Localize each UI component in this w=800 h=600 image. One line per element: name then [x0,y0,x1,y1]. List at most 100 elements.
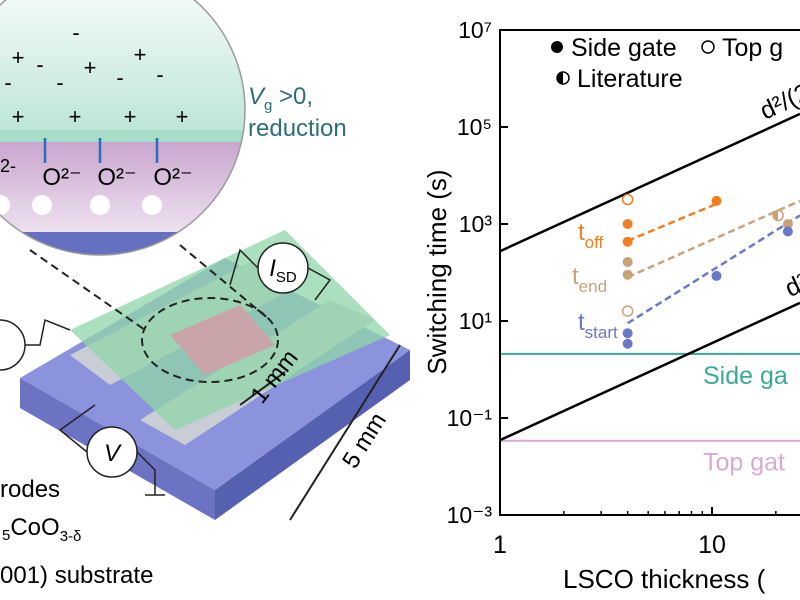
zoom-line [179,244,271,321]
meter-label: ISD [269,255,297,286]
point [711,270,722,281]
bound-line [500,112,800,253]
gate-condition: Vg >0, [248,83,313,114]
lsco-film [170,305,275,375]
oxygen-ion: O²⁻ [97,164,136,191]
fit-label: t [578,309,585,336]
y-tick-label: 10⁻¹ [447,405,493,431]
legend-text: 001) substrate [0,562,153,589]
legend-text: rodes [0,476,60,503]
point [622,338,633,349]
gate-process: reduction [248,115,347,142]
wire [58,404,96,453]
fit-label: t [572,263,579,290]
bubble-layer [0,0,245,130]
meter-label: V [104,440,122,467]
fit-line [626,214,800,325]
y-tick-label: 10⁷ [458,17,492,43]
vacancy [32,195,52,215]
wire [136,451,156,495]
x-tick-label: 1 [493,531,507,559]
point [622,328,633,339]
charge: + [134,42,147,67]
charge: - [36,52,43,77]
vacancy [90,195,110,215]
point [782,226,793,237]
legend-label: Side gate [571,34,677,62]
charge: + [12,45,25,70]
meter-label: I [269,255,276,282]
gate-symbol: V [248,83,266,110]
charge: + [69,104,82,129]
vacancy [142,195,162,215]
charge: + [12,104,25,129]
y-tick-label: 10³ [459,211,493,237]
slab-side [215,350,410,520]
axis-frame [499,29,800,516]
charge: - [116,65,123,90]
fit-label: toff [578,219,604,252]
point [621,305,634,317]
point [622,256,633,267]
legend-label: Top g [722,34,783,62]
meter [257,242,309,294]
meter-label-sub: SD [276,269,297,286]
y-tick-label: 10⁻³ [447,502,493,528]
dimension-arrow [289,344,401,521]
dimension-arrow [239,371,286,406]
fit-sub: end [579,277,607,296]
point [782,219,793,229]
y-tick-label: 10¹ [459,308,493,334]
point [621,193,634,206]
wire [25,318,71,346]
zoom-line [29,249,146,331]
fit-label: tend [572,263,607,296]
legend-sub: 5 [2,527,10,544]
meter [86,426,138,478]
y-axis-title: Switching time (s) [422,169,452,374]
vacancy [0,195,10,215]
zoom-ellipse [141,297,279,383]
fit-line [627,202,717,242]
reference-label: Side ga [703,362,788,390]
charge: + [84,55,97,80]
charge: + [124,104,137,129]
gate-sub: g [264,97,272,114]
fit-sub: start [585,323,618,342]
oxygen-ion: 2- [0,156,16,176]
oxygen-ion: O²⁻ [153,164,192,191]
legend-label: Literature [577,65,683,93]
gate-cond: >0, [272,83,313,110]
meter [0,319,26,371]
point [622,219,633,229]
bound-line [500,301,800,442]
device: ISD V 1 mm 5 mm [0,230,410,521]
point [701,40,715,54]
y-tick-label: 10⁵ [457,114,492,140]
wire [229,248,259,286]
zoom-bubble: + + + + + + + - - - - - - O²⁻ O²⁻ O²⁻ 2- [0,0,245,255]
fit-line [627,199,800,279]
point [772,209,784,222]
fit-label: tstart [578,309,618,342]
legend-text: CoO [10,514,59,541]
reference-label: Top gat [703,449,785,477]
point-half [557,72,563,84]
fit-sub: off [585,233,604,252]
point [622,236,633,247]
wire [307,267,332,301]
charge: - [72,20,79,45]
legend-sub: 3-δ [60,528,82,545]
point [711,195,722,206]
bubble-outline [0,0,246,256]
charge: - [156,62,163,87]
oxygen-ion: O²⁻ [42,164,81,191]
point [622,269,633,280]
charge: + [176,104,189,129]
point [556,71,570,85]
x-axis-title: LSCO thickness ( [563,564,766,594]
bound-label: d²/( [781,261,800,303]
bubble-layer [0,130,245,142]
